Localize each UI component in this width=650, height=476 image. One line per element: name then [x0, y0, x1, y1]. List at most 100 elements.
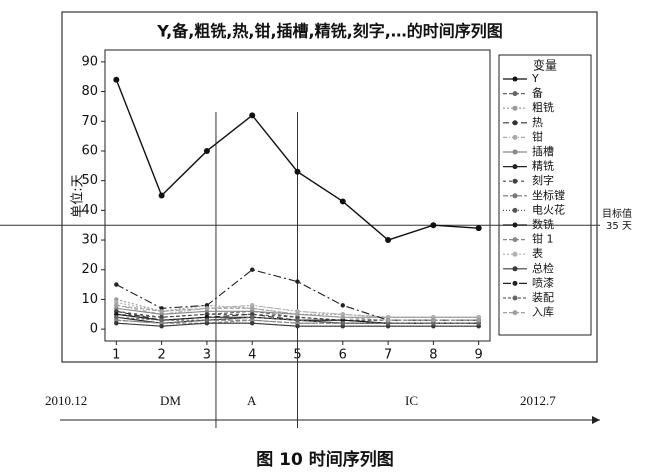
- point: [159, 309, 164, 314]
- point: [340, 315, 345, 320]
- legend-marker: [512, 207, 518, 213]
- legend-label: 入库: [532, 306, 554, 319]
- point: [203, 147, 210, 154]
- point: [114, 303, 119, 308]
- y-tick-label: 30: [81, 233, 98, 248]
- point: [250, 320, 255, 326]
- x-tick-label: 2: [157, 348, 165, 363]
- y-tick-label: 70: [81, 114, 98, 129]
- legend-marker: [512, 251, 518, 257]
- figure-frame: [61, 11, 598, 363]
- point: [250, 267, 255, 272]
- point: [430, 222, 437, 229]
- phase-label: DM: [160, 393, 181, 408]
- point: [114, 320, 119, 326]
- y-tick-label: 0: [90, 322, 98, 337]
- legend-title: 变量: [533, 58, 557, 73]
- legend-label: 热: [532, 116, 543, 129]
- point: [294, 168, 301, 175]
- legend-label: 电火花: [532, 203, 565, 216]
- point: [250, 306, 255, 311]
- y-axis-label: 单位:天: [71, 174, 86, 217]
- legend-label: 刻字: [532, 173, 554, 187]
- legend-label: 总检: [532, 261, 554, 275]
- point: [114, 282, 119, 287]
- legend-marker: [512, 193, 518, 199]
- x-tick-label: 4: [248, 348, 256, 363]
- point: [250, 315, 255, 320]
- y-tick-label: 10: [81, 292, 98, 307]
- legend-marker: [512, 105, 518, 111]
- legend-label: 插槽: [532, 144, 554, 158]
- point: [340, 303, 345, 308]
- y-tick-label: 80: [81, 84, 98, 99]
- point: [295, 318, 300, 323]
- legend-label: 钳 1: [532, 233, 554, 246]
- x-tick-label: 3: [203, 348, 211, 363]
- timeline-end: 2012.7: [520, 393, 556, 408]
- series-line: [116, 269, 479, 321]
- x-tick-label: 6: [339, 348, 347, 363]
- legend-label: 钳: [532, 130, 543, 143]
- legend-marker: [512, 280, 518, 286]
- legend-marker: [512, 222, 518, 228]
- legend-label: 坐标镗: [532, 188, 565, 202]
- legend-marker: [512, 266, 518, 272]
- legend-marker: [512, 295, 518, 301]
- legend-marker: [512, 134, 518, 140]
- point: [295, 323, 300, 329]
- legend-marker: [512, 237, 518, 243]
- legend-marker: [512, 120, 518, 126]
- y-tick-label: 60: [81, 143, 98, 158]
- target-label: 35 天: [606, 221, 632, 232]
- point: [113, 76, 120, 83]
- legend-label: 备: [532, 86, 543, 100]
- point: [204, 318, 210, 323]
- point: [340, 320, 345, 326]
- y-tick-label: 90: [81, 54, 98, 69]
- legend-label: 表: [532, 246, 543, 260]
- y-tick-label: 40: [81, 203, 98, 218]
- point: [159, 323, 164, 329]
- point: [476, 318, 481, 323]
- point: [295, 312, 300, 317]
- legend-label: 装配: [532, 291, 554, 304]
- x-tick-label: 9: [475, 348, 483, 363]
- caption: 图 10 时间序列图: [256, 449, 394, 470]
- point: [475, 225, 482, 232]
- legend-marker: [512, 76, 518, 82]
- y-tick-label: 50: [81, 173, 98, 188]
- legend-marker: [512, 310, 518, 316]
- legend-label: 精铣: [532, 159, 554, 173]
- point: [158, 192, 165, 199]
- point: [204, 306, 210, 311]
- point: [249, 112, 256, 119]
- point: [114, 315, 119, 320]
- point: [295, 279, 300, 284]
- x-tick-label: 8: [429, 348, 437, 363]
- y-tick-label: 20: [81, 262, 98, 277]
- point: [339, 198, 346, 205]
- legend-label: 数铣: [532, 217, 554, 231]
- timeline-start: 2010.12: [45, 393, 87, 408]
- point: [385, 237, 392, 244]
- legend-label: 粗铣: [532, 100, 554, 114]
- x-tick-label: 7: [384, 348, 392, 363]
- legend-marker: [512, 91, 518, 97]
- legend-marker: [512, 178, 518, 184]
- point: [431, 318, 436, 323]
- x-tick-label: 1: [112, 348, 120, 363]
- legend-label: Y: [531, 72, 539, 85]
- chart-title: Y,备,粗铣,热,钳,插槽,精铣,刻字,…的时间序列图: [156, 22, 503, 41]
- target-title: 目标值: [602, 207, 632, 220]
- point: [159, 318, 164, 323]
- phase-label: IC: [405, 393, 418, 408]
- timeline-arrow: [592, 416, 600, 424]
- legend-label: 喷漆: [532, 276, 554, 289]
- legend-marker: [512, 164, 518, 170]
- phase-label: A: [247, 393, 257, 408]
- point: [385, 318, 391, 323]
- legend-marker: [512, 149, 518, 155]
